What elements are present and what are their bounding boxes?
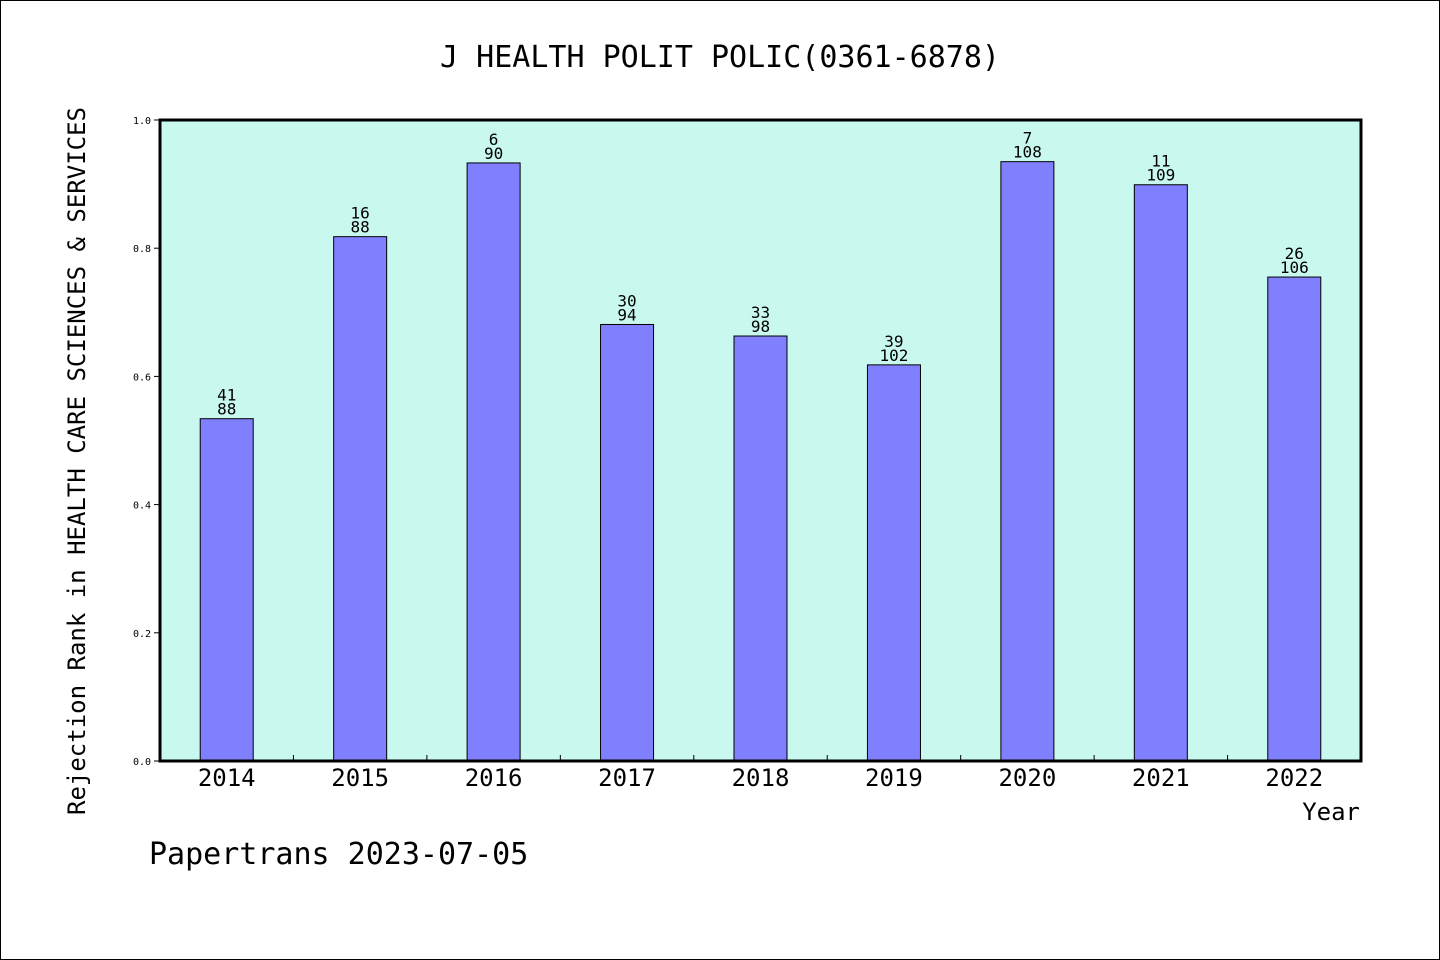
- bar-label-total: 94: [617, 305, 636, 324]
- bar-label-total: 90: [484, 144, 503, 163]
- x-tick-label: 2022: [1265, 764, 1323, 792]
- x-tick-label: 2014: [198, 764, 256, 792]
- bar-label-rank: 6: [489, 130, 499, 149]
- bar-label-rank: 7: [1023, 129, 1033, 148]
- bar-label-total: 106: [1280, 258, 1309, 277]
- bar-label-rank: 33: [751, 303, 770, 322]
- footer-credit: Papertrans 2023-07-05: [149, 837, 528, 872]
- x-tick-label: 2019: [865, 764, 923, 792]
- bar-label-total: 102: [879, 346, 908, 365]
- bar-label-total: 88: [217, 400, 236, 419]
- chart-title: J HEALTH POLIT POLIC(0361-6878): [440, 40, 1000, 75]
- x-tick-label: 2016: [465, 764, 523, 792]
- x-tick-label: 2017: [598, 764, 656, 792]
- y-axis-label: Rejection Rank in HEALTH CARE SCIENCES &…: [63, 107, 91, 815]
- y-tick-label: 1.0: [133, 116, 151, 127]
- bar-2018: [733, 335, 788, 762]
- plot-border: [158, 118, 1363, 763]
- x-tick-label: 2021: [1132, 764, 1190, 792]
- bar-label-rank: 41: [217, 386, 236, 405]
- y-tick-label: 0.8: [133, 244, 151, 255]
- bar-2014: [199, 418, 254, 762]
- x-tick-label: 2018: [732, 764, 790, 792]
- x-axis-label: Year: [1302, 798, 1360, 826]
- y-tick-label: 0.4: [133, 501, 151, 512]
- bar-label-rank: 39: [884, 332, 903, 351]
- bar-label-total: 109: [1146, 166, 1175, 185]
- y-tick-label: 0.0: [133, 757, 151, 768]
- bar-label-rank: 26: [1285, 244, 1304, 263]
- bar-2022: [1267, 276, 1322, 762]
- bar-2015: [333, 236, 388, 762]
- bar-2021: [1133, 184, 1188, 762]
- x-tick-label: 2020: [998, 764, 1056, 792]
- bar-2016: [466, 162, 521, 762]
- x-tick-label: 2015: [331, 764, 389, 792]
- bar-label-rank: 11: [1151, 152, 1170, 171]
- y-tick-label: 0.2: [133, 629, 151, 640]
- bar-2019: [866, 364, 921, 762]
- bar-label-rank: 30: [617, 291, 636, 310]
- y-tick-label: 0.6: [133, 372, 151, 383]
- bar-label-total: 88: [351, 218, 370, 237]
- bar-label-total: 98: [751, 317, 770, 336]
- bar-2017: [600, 323, 655, 762]
- bar-label-rank: 16: [351, 204, 370, 223]
- bar-label-total: 108: [1013, 143, 1042, 162]
- bar-2020: [1000, 161, 1055, 762]
